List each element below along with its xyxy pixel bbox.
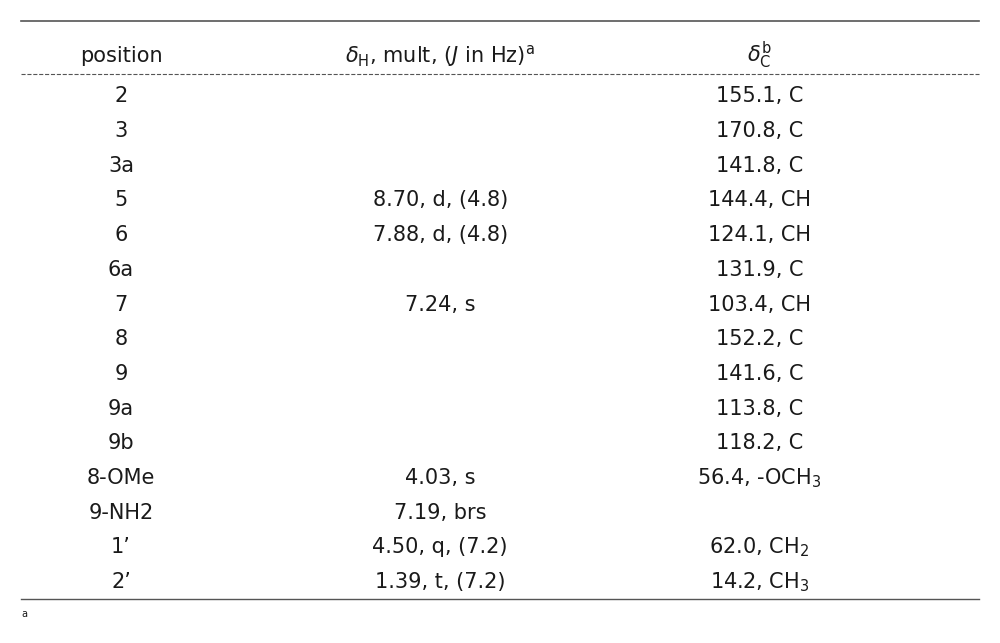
Text: 103.4, CH: 103.4, CH (708, 294, 811, 314)
Text: $^{\rm a}$: $^{\rm a}$ (21, 609, 29, 623)
Text: 7.19, brs: 7.19, brs (394, 503, 486, 523)
Text: 155.1, C: 155.1, C (716, 86, 803, 106)
Text: $\delta_{\rm C}^{\rm b}$: $\delta_{\rm C}^{\rm b}$ (747, 41, 772, 71)
Text: 8.70, d, (4.8): 8.70, d, (4.8) (373, 190, 508, 210)
Text: 144.4, CH: 144.4, CH (708, 190, 811, 210)
Text: 3a: 3a (108, 156, 134, 176)
Text: 6a: 6a (108, 260, 134, 280)
Text: 9-NH2: 9-NH2 (88, 503, 154, 523)
Text: 9: 9 (114, 364, 128, 384)
Text: 9b: 9b (108, 433, 134, 453)
Text: 7: 7 (114, 294, 128, 314)
Text: 2’: 2’ (111, 572, 131, 592)
Text: 1.39, t, (7.2): 1.39, t, (7.2) (375, 572, 505, 592)
Text: 113.8, C: 113.8, C (716, 399, 803, 419)
Text: 4.03, s: 4.03, s (405, 468, 475, 488)
Text: 62.0, CH$_2$: 62.0, CH$_2$ (709, 536, 809, 559)
Text: 131.9, C: 131.9, C (716, 260, 803, 280)
Text: 9a: 9a (108, 399, 134, 419)
Text: 141.6, C: 141.6, C (716, 364, 803, 384)
Text: 141.8, C: 141.8, C (716, 156, 803, 176)
Text: 1’: 1’ (111, 538, 131, 557)
Text: 7.88, d, (4.8): 7.88, d, (4.8) (373, 225, 508, 245)
Text: 4.50, q, (7.2): 4.50, q, (7.2) (372, 538, 508, 557)
Text: 8-OMe: 8-OMe (87, 468, 155, 488)
Text: 56.4, -OCH$_3$: 56.4, -OCH$_3$ (697, 466, 821, 490)
Text: 170.8, C: 170.8, C (716, 121, 803, 141)
Text: 7.24, s: 7.24, s (405, 294, 475, 314)
Text: 3: 3 (114, 121, 128, 141)
Text: position: position (80, 46, 162, 66)
Text: 14.2, CH$_3$: 14.2, CH$_3$ (710, 570, 809, 594)
Text: 124.1, CH: 124.1, CH (708, 225, 811, 245)
Text: 2: 2 (114, 86, 128, 106)
Text: 118.2, C: 118.2, C (716, 433, 803, 453)
Text: 152.2, C: 152.2, C (716, 329, 803, 349)
Text: 5: 5 (114, 190, 128, 210)
Text: 8: 8 (114, 329, 128, 349)
Text: 6: 6 (114, 225, 128, 245)
Text: $\delta_{\rm H}$, mult, ($J$ in Hz)$^{\rm a}$: $\delta_{\rm H}$, mult, ($J$ in Hz)$^{\r… (345, 43, 535, 69)
